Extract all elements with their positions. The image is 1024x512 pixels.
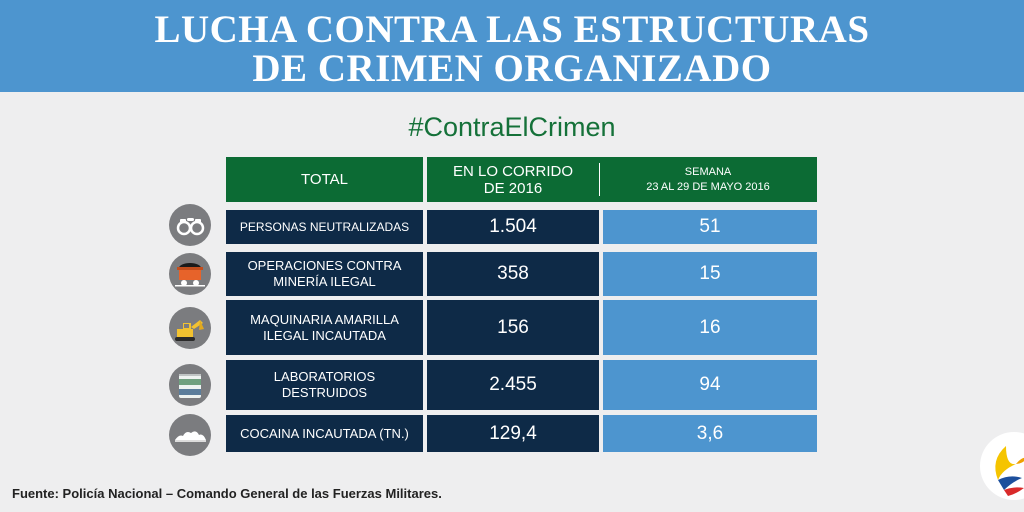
title-banner: LUCHA CONTRA LAS ESTRUCTURAS DE CRIMEN O… xyxy=(0,0,1024,92)
row-year-laboratorios: 2.455 xyxy=(427,360,599,410)
row-label-personas: PERSONAS NEUTRALIZADAS xyxy=(226,210,423,244)
powder-pile-icon xyxy=(169,414,211,456)
source-note: Fuente: Policía Nacional – Comando Gener… xyxy=(12,486,442,501)
row-label-mineria: OPERACIONES CONTRA MINERÍA ILEGAL xyxy=(226,252,423,296)
row-year-personas: 1.504 xyxy=(427,210,599,244)
row-label-line-1: COCAINA INCAUTADA (TN.) xyxy=(240,425,409,441)
header-week-line-2: 23 AL 29 DE MAYO 2016 xyxy=(646,180,770,193)
row-label-maquinaria: MAQUINARIA AMARILLA ILEGAL INCAUTADA xyxy=(226,300,423,355)
title-line-2: DE CRIMEN ORGANIZADO xyxy=(252,47,772,90)
government-logo xyxy=(976,430,1024,500)
row-week-personas: 51 xyxy=(603,210,817,244)
header-year-line-1: EN LO CORRIDO xyxy=(452,162,573,180)
excavator-icon xyxy=(169,307,211,349)
row-label-line-1: MAQUINARIA AMARILLA xyxy=(250,311,399,327)
title-line-1: LUCHA CONTRA LAS ESTRUCTURAS xyxy=(154,8,870,51)
header-year: EN LO CORRIDO DE 2016 xyxy=(427,157,599,202)
row-label-laboratorios: LABORATORIOS DESTRUIDOS xyxy=(226,360,423,410)
row-label-line-2: ILEGAL INCAUTADA xyxy=(263,327,386,343)
row-label-line-1: PERSONAS NEUTRALIZADAS xyxy=(239,220,410,234)
row-label-line-1: OPERACIONES CONTRA xyxy=(247,258,402,273)
row-year-cocaina: 129,4 xyxy=(427,415,599,452)
header-total: TOTAL xyxy=(226,157,423,202)
row-week-mineria: 15 xyxy=(603,252,817,296)
barrel-icon xyxy=(169,364,211,406)
header-separator xyxy=(599,163,600,196)
hashtag: #ContraElCrimen xyxy=(408,112,616,142)
header-week: SEMANA 23 AL 29 DE MAYO 2016 xyxy=(599,157,817,202)
row-label-line-2: MINERÍA ILEGAL xyxy=(273,274,376,289)
mine-cart-icon xyxy=(169,253,211,295)
row-year-maquinaria: 156 xyxy=(427,300,599,355)
row-year-mineria: 358 xyxy=(427,252,599,296)
header-week-line-1: SEMANA xyxy=(684,165,732,178)
row-label-cocaina: COCAINA INCAUTADA (TN.) xyxy=(226,415,423,452)
header-year-line-2: DE 2016 xyxy=(483,179,543,197)
row-label-line-1: LABORATORIOS xyxy=(273,369,376,384)
row-week-cocaina: 3,6 xyxy=(603,415,817,452)
row-label-line-2: DESTRUIDOS xyxy=(281,385,368,400)
handcuffs-icon xyxy=(169,204,211,246)
row-week-laboratorios: 94 xyxy=(603,360,817,410)
row-week-maquinaria: 16 xyxy=(603,300,817,355)
